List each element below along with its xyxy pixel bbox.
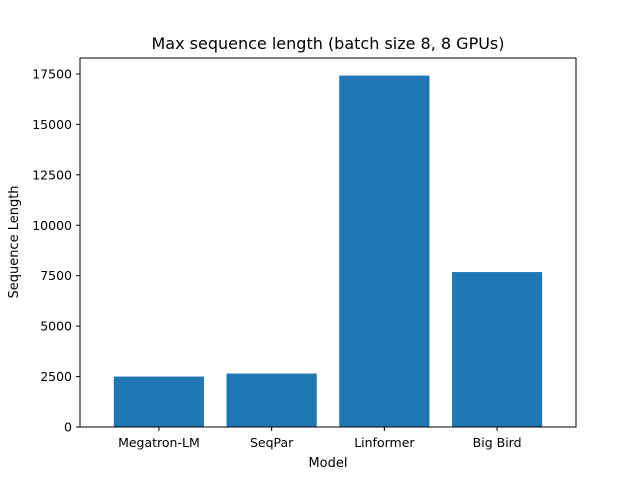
x-ticks-group: Megatron-LM SeqPar Linformer Big Bird <box>118 427 522 450</box>
bar-seqpar <box>226 373 317 427</box>
bar-big-bird <box>452 272 543 427</box>
y-tick-label: 17500 <box>32 66 72 81</box>
x-tick-label: SeqPar <box>250 435 294 450</box>
y-tick-label: 5000 <box>40 319 72 334</box>
y-tick-label: 12500 <box>32 167 72 182</box>
bar-megatron-lm <box>113 376 204 427</box>
bars-group <box>113 75 543 427</box>
y-tick-label: 10000 <box>32 218 72 233</box>
y-tick-label: 7500 <box>40 268 72 283</box>
y-tick-label: 0 <box>64 420 72 435</box>
y-ticks-group: 0 2500 5000 7500 10000 12500 15000 17500 <box>32 66 80 435</box>
y-tick-label: 15000 <box>32 117 72 132</box>
axes-frame <box>79 57 577 428</box>
y-tick-label: 2500 <box>40 369 72 384</box>
bar-linformer <box>339 75 430 427</box>
x-axis-label: Model <box>308 456 347 471</box>
y-axis-label: Sequence Length <box>7 185 22 298</box>
x-tick-label: Linformer <box>354 435 415 450</box>
chart-title: Max sequence length (batch size 8, 8 GPU… <box>152 34 505 53</box>
x-tick-label: Megatron-LM <box>118 435 200 450</box>
x-tick-label: Big Bird <box>473 435 522 450</box>
